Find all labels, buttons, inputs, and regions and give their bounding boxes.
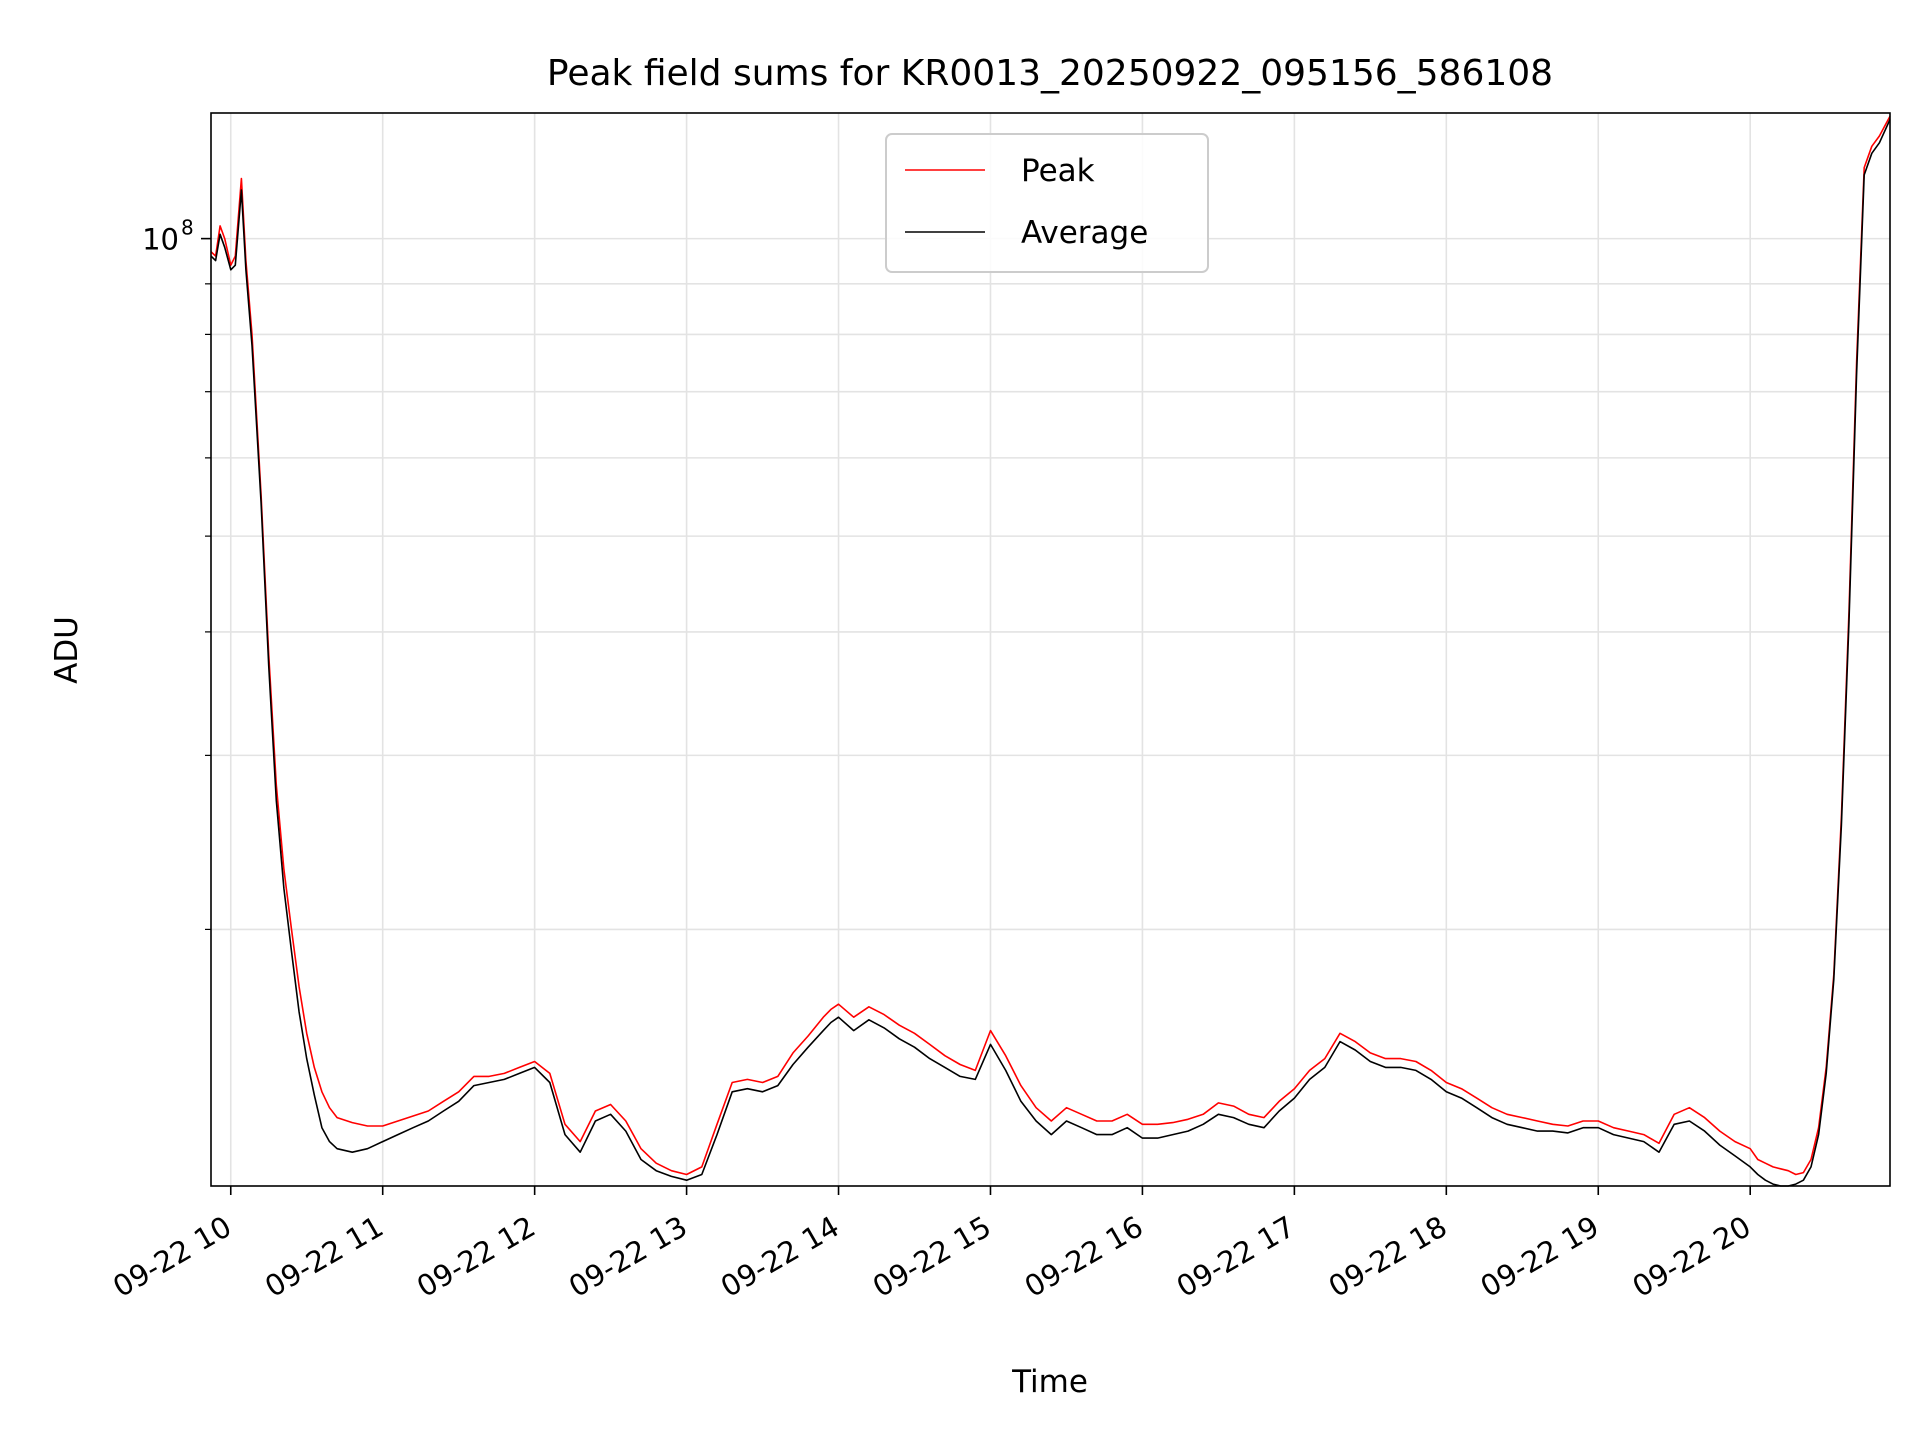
series-line-peak	[210, 115, 1891, 1176]
y-tick-label-exponent: 8	[181, 216, 194, 240]
legend-box	[885, 133, 1209, 273]
y-tick-label: 10	[142, 223, 179, 257]
grid	[211, 113, 1890, 1186]
series-layer	[210, 115, 1891, 1187]
legend-label-peak: Peak	[1021, 153, 1095, 189]
plot-frame	[210, 112, 1891, 1187]
legend-label-average: Average	[1021, 215, 1148, 251]
legend: Peak Average	[885, 133, 1209, 273]
series-line-average	[210, 119, 1891, 1187]
x-axis-label: Time	[1011, 1364, 1088, 1400]
plot-area	[211, 113, 1890, 1186]
chart-title: Peak field sums for KR0013_20250922_0951…	[547, 53, 1553, 94]
y-axis-label: ADU	[49, 616, 85, 684]
